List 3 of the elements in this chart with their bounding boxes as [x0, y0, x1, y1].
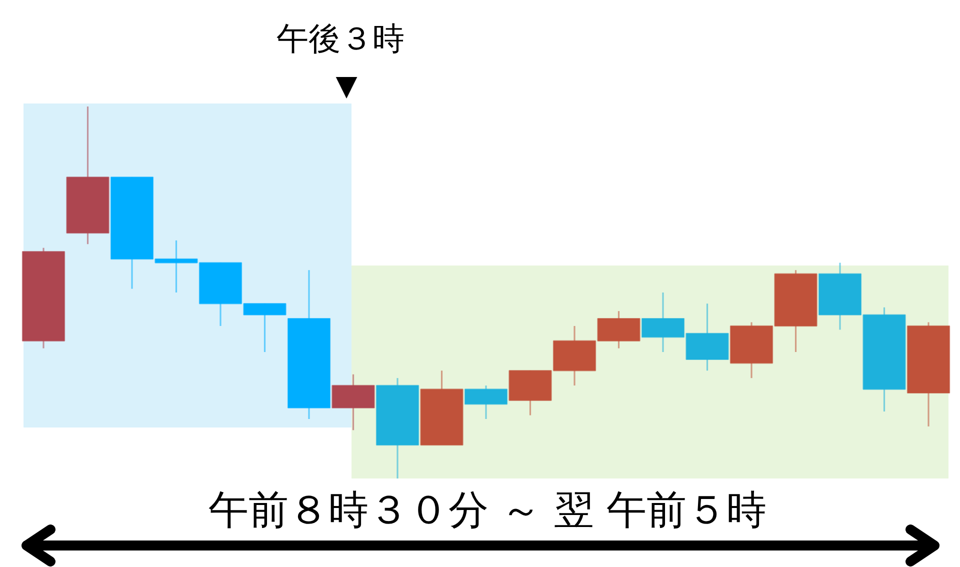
text: 午後３時	[276, 20, 404, 58]
text: 午前８時３０分 ～ 翌 午前５時	[208, 488, 767, 534]
text: ▼	[336, 69, 358, 102]
